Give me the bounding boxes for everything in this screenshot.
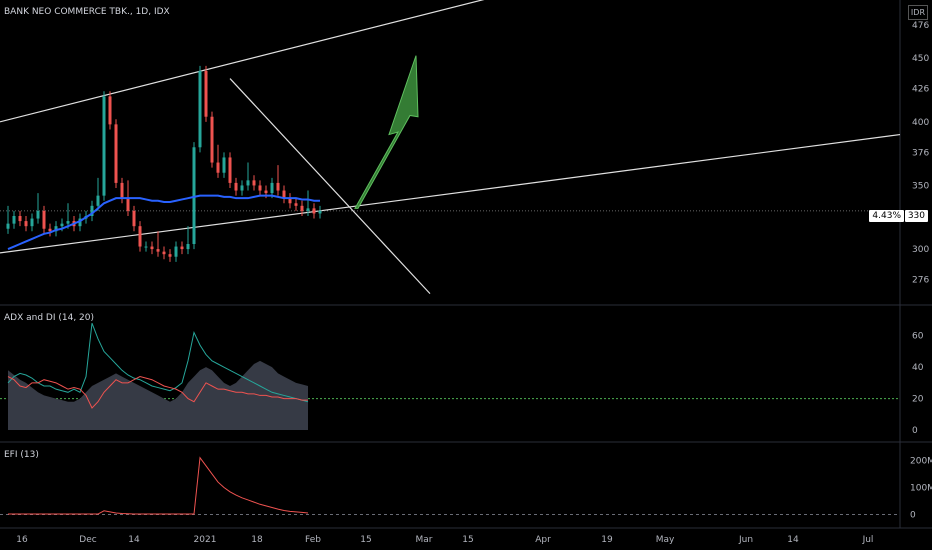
candle-body <box>180 246 184 250</box>
candle-body <box>318 210 322 214</box>
adx-pane-label[interactable]: ADX and DI (14, 20) <box>4 313 94 323</box>
candle-body <box>144 246 148 248</box>
time-tick-label: Feb <box>305 535 321 545</box>
candle-body <box>216 162 220 173</box>
candle-body <box>300 205 304 211</box>
candle-body <box>108 96 112 125</box>
candle-body <box>168 254 172 257</box>
efi-tick-label: 0 <box>910 511 916 521</box>
candle-body <box>186 244 190 250</box>
channel-upper-line <box>0 0 485 123</box>
time-tick-label: Dec <box>79 535 96 545</box>
candle-body <box>192 147 196 244</box>
candle-body <box>306 208 310 211</box>
candle-body <box>312 208 316 214</box>
candle-body <box>54 226 58 232</box>
candle-body <box>294 203 298 206</box>
price-tick-label: 276 <box>912 276 929 286</box>
time-tick-label: 15 <box>462 535 473 545</box>
candle-body <box>102 96 106 196</box>
candle-body <box>228 157 232 183</box>
candle-body <box>30 218 34 227</box>
candle-body <box>162 251 166 255</box>
time-tick-label: Mar <box>416 535 433 545</box>
candle-body <box>198 70 202 148</box>
di-line-1 <box>7 322 309 403</box>
efi-line <box>8 456 309 515</box>
candle-body <box>174 246 178 257</box>
price-tick-label: 376 <box>912 148 929 158</box>
price-tick-label: 350 <box>912 181 929 191</box>
efi-tick-label: 100M <box>910 484 932 494</box>
last-price-badge: 330 <box>904 210 928 222</box>
price-tick-label: 476 <box>912 21 929 31</box>
candle-body <box>240 185 244 191</box>
candle-body <box>234 182 238 191</box>
candle-body <box>6 223 10 229</box>
time-tick-label: May <box>656 535 675 545</box>
di-line-2 <box>7 376 308 409</box>
chart-title: BANK NEO COMMERCE TBK., 1D, IDX <box>4 7 170 17</box>
candle-body <box>60 223 64 227</box>
projection-arrow <box>354 55 419 209</box>
time-tick-label: 14 <box>787 535 799 545</box>
time-tick-label: 19 <box>601 535 613 545</box>
candle-body <box>252 180 256 186</box>
candle-body <box>288 198 292 204</box>
descending-trendline <box>229 78 431 295</box>
time-tick-label: 14 <box>128 535 140 545</box>
candle-body <box>42 210 46 229</box>
candle-body <box>138 226 142 247</box>
efi-pane-label[interactable]: EFI (13) <box>4 450 39 460</box>
candle-body <box>246 180 250 186</box>
candle-body <box>126 198 130 211</box>
price-tick-label: 400 <box>912 118 929 128</box>
moving-average-line <box>7 194 320 251</box>
adx-tick-label: 60 <box>912 332 924 342</box>
adx-tick-label: 0 <box>912 426 918 436</box>
time-tick-label: Jul <box>862 535 874 545</box>
time-tick-label: 15 <box>360 535 371 545</box>
candle-body <box>210 116 214 163</box>
price-tick-label: 426 <box>912 85 929 95</box>
adx-tick-label: 40 <box>912 363 924 373</box>
candle-body <box>114 124 118 183</box>
efi-tick-label: 200M <box>910 456 932 466</box>
candle-body <box>282 190 286 199</box>
candle-body <box>132 210 136 227</box>
time-tick-label: Apr <box>535 535 551 545</box>
candle-body <box>120 182 124 199</box>
candle-body <box>36 210 40 219</box>
adx-tick-label: 20 <box>912 395 924 405</box>
candle-body <box>18 216 22 222</box>
time-tick-label: 2021 <box>194 535 217 545</box>
candle-body <box>48 228 52 232</box>
candle-body <box>156 249 160 252</box>
time-tick-label: 16 <box>16 535 28 545</box>
candle-body <box>276 182 280 191</box>
channel-lower-line <box>0 133 901 254</box>
time-tick-label: Jun <box>738 535 753 545</box>
candle-body <box>264 190 268 194</box>
price-change-badge: 4.43% <box>869 210 904 222</box>
adx-area <box>8 360 308 430</box>
candle-body <box>222 157 226 173</box>
candle-body <box>258 185 262 191</box>
price-tick-label: 300 <box>912 245 929 255</box>
candle-body <box>96 195 100 206</box>
candle-body <box>78 218 82 227</box>
candle-body <box>204 70 208 117</box>
candle-body <box>90 205 94 216</box>
candle-body <box>66 221 70 224</box>
currency-label[interactable]: IDR <box>907 5 928 20</box>
candle-body <box>24 221 28 227</box>
candle-body <box>150 246 154 250</box>
price-tick-label: 450 <box>912 54 929 64</box>
time-tick-label: 18 <box>251 535 263 545</box>
candle-body <box>12 216 16 224</box>
candle-body <box>270 182 274 194</box>
